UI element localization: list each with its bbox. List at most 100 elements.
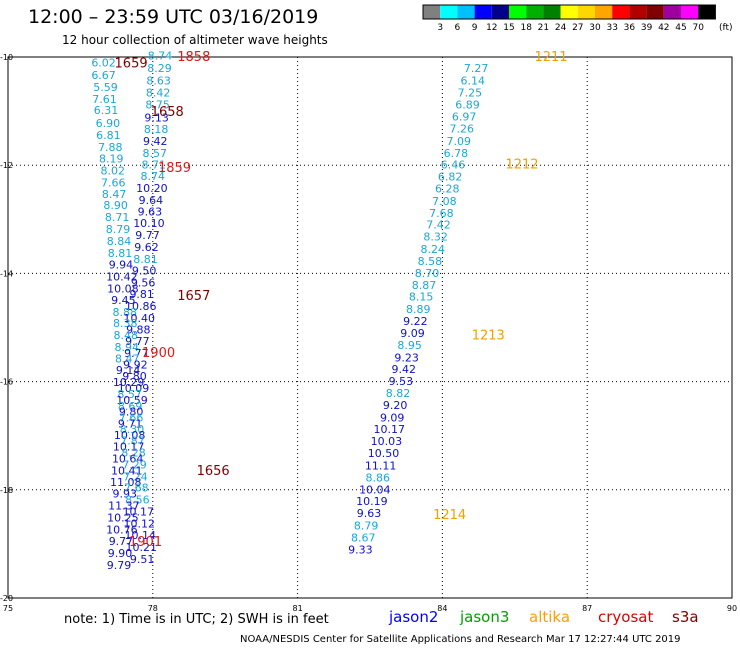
color-scale-swatches <box>422 4 716 20</box>
wave-height-label: 8.90 <box>103 199 128 212</box>
wave-height-label: 8.18 <box>144 123 169 136</box>
wave-height-label: 10.40 <box>124 312 156 325</box>
wave-height-label: 8.28 <box>121 446 146 459</box>
wave-height-label: 7.24 <box>123 470 148 483</box>
wave-height-label: 9.42 <box>392 363 417 376</box>
wave-height-label: 9.63 <box>357 507 382 520</box>
wave-height-label: 8.79 <box>354 520 379 533</box>
map-grid <box>8 57 732 598</box>
latitude-tick-label: -12 <box>0 161 13 170</box>
wave-height-label: 6.81 <box>96 129 121 142</box>
wave-height-label: 8.63 <box>146 74 171 87</box>
longitude-tick-label: 90 <box>727 604 737 613</box>
wave-height-label: 9.63 <box>138 206 163 219</box>
color-swatch <box>663 5 681 19</box>
color-swatch <box>543 5 561 19</box>
wave-height-label: 10.10 <box>133 217 165 230</box>
wave-height-label: 8.71 <box>105 211 130 224</box>
wave-height-label: 9.80 <box>122 370 147 383</box>
wave-height-label: 8.82 <box>386 387 411 400</box>
color-scale-unit: (ft) <box>719 23 733 33</box>
pass-time-label: 1657 <box>177 289 210 304</box>
pass-time-label: 1214 <box>433 508 466 523</box>
wave-height-label: 6.02 <box>91 56 116 69</box>
wave-height-label: 10.08 <box>107 283 139 296</box>
wave-height-label: 8.88 <box>113 306 138 319</box>
wave-height-label: 6.78 <box>444 147 469 160</box>
pass-time-label: 1900 <box>142 346 175 361</box>
wave-height-label: 9.42 <box>143 135 168 148</box>
color-scale-tick-label: 36 <box>624 23 636 33</box>
color-scale-tick-label: 9 <box>472 23 478 33</box>
wave-height-label: 8.84 <box>107 235 132 248</box>
wave-height-label: 8.74 <box>148 49 173 62</box>
map-border <box>7 56 733 599</box>
color-scale-tick-label: 18 <box>520 23 532 33</box>
longitude-tick-label: 75 <box>3 604 13 613</box>
color-scale-tick-label: 12 <box>486 23 497 33</box>
color-swatch <box>491 5 509 19</box>
wave-height-label: 10.19 <box>356 495 388 508</box>
wave-height-label: 8.58 <box>418 255 443 268</box>
color-swatch <box>698 5 716 19</box>
legend-jason2: jason2 <box>389 608 439 626</box>
color-swatch <box>681 5 699 19</box>
wave-height-label: 10.17 <box>113 441 145 454</box>
pass-time-labels: 1659 1858 1658 1859 1657 1900 1656 1901 1211 1212… <box>115 50 568 550</box>
wave-height-label: 9.09 <box>400 327 425 340</box>
wave-height-label: 10.17 <box>123 505 155 518</box>
wave-height-label: 7.25 <box>458 87 483 100</box>
latitude-tick-label: -20 <box>0 594 13 603</box>
wave-height-label: 9.81 <box>129 288 154 301</box>
color-swatch <box>423 5 441 19</box>
x-axis-ticks: 75 78 81 84 87 90 <box>3 604 737 613</box>
wave-height-label: 9.51 <box>130 553 155 566</box>
wave-height-label: 9.90 <box>108 547 133 560</box>
wave-height-label: 8.24 <box>420 243 445 256</box>
wave-height-label: 11.08 <box>110 476 142 489</box>
latitude-tick-label: -16 <box>0 378 13 387</box>
pass-time-label: 1858 <box>177 50 210 65</box>
wave-height-label: 9.77 <box>125 335 150 348</box>
wave-height-label: 8.79 <box>106 223 131 236</box>
wave-height-labels: 8.74 6.02 8.29 6.67 8.63 5.59 8.42 7.61 8.75 6.31… <box>91 49 488 572</box>
latitude-tick-label: -18 <box>0 486 13 495</box>
color-scale-tick-label: 42 <box>658 23 669 33</box>
wave-height-label: 10.12 <box>124 517 156 530</box>
pass-time-label: 1658 <box>151 105 184 120</box>
color-swatch <box>595 5 613 19</box>
page-subtitle: 12 hour collection of altimeter wave hei… <box>62 33 328 47</box>
wave-height-label: 7.68 <box>124 482 149 495</box>
pass-time-label: 1213 <box>472 329 505 344</box>
wave-height-label: 8.29 <box>147 62 172 75</box>
wave-height-label: 7.27 <box>464 62 489 75</box>
wave-height-label: 9.20 <box>383 399 408 412</box>
wave-height-label: 10.03 <box>371 435 403 448</box>
wave-height-label: 10.86 <box>125 300 157 313</box>
wave-height-label: 9.33 <box>348 543 373 556</box>
wave-height-label: 7.08 <box>432 195 457 208</box>
latitude-tick-label: -10 <box>0 53 13 62</box>
color-scale-tick-label: 15 <box>503 23 514 33</box>
longitude-tick-label: 78 <box>148 604 158 613</box>
wave-height-label: 8.47 <box>102 188 127 201</box>
wave-height-label: 8.87 <box>412 279 437 292</box>
wave-height-label: 8.67 <box>351 531 376 544</box>
wave-height-label: 9.23 <box>394 351 419 364</box>
wave-height-label: 6.82 <box>438 171 463 184</box>
wave-height-label: 6.97 <box>452 111 477 124</box>
wave-height-label: 8.15 <box>409 291 434 304</box>
wave-height-label: 9.77 <box>135 229 160 242</box>
wave-height-label: 8.94 <box>114 341 139 354</box>
wave-height-label: 9.64 <box>139 194 164 207</box>
wave-height-label: 8.42 <box>146 87 171 100</box>
wave-height-label: 7.66 <box>119 411 144 424</box>
wave-height-label: 8.86 <box>365 471 390 484</box>
color-swatch <box>474 5 492 19</box>
wave-height-label: 7.87 <box>120 435 145 448</box>
wave-height-label: 9.56 <box>131 277 156 290</box>
wave-height-label: 10.42 <box>106 271 138 284</box>
wave-height-label: 9.77 <box>124 347 149 360</box>
wave-height-label: 9.80 <box>119 405 144 418</box>
